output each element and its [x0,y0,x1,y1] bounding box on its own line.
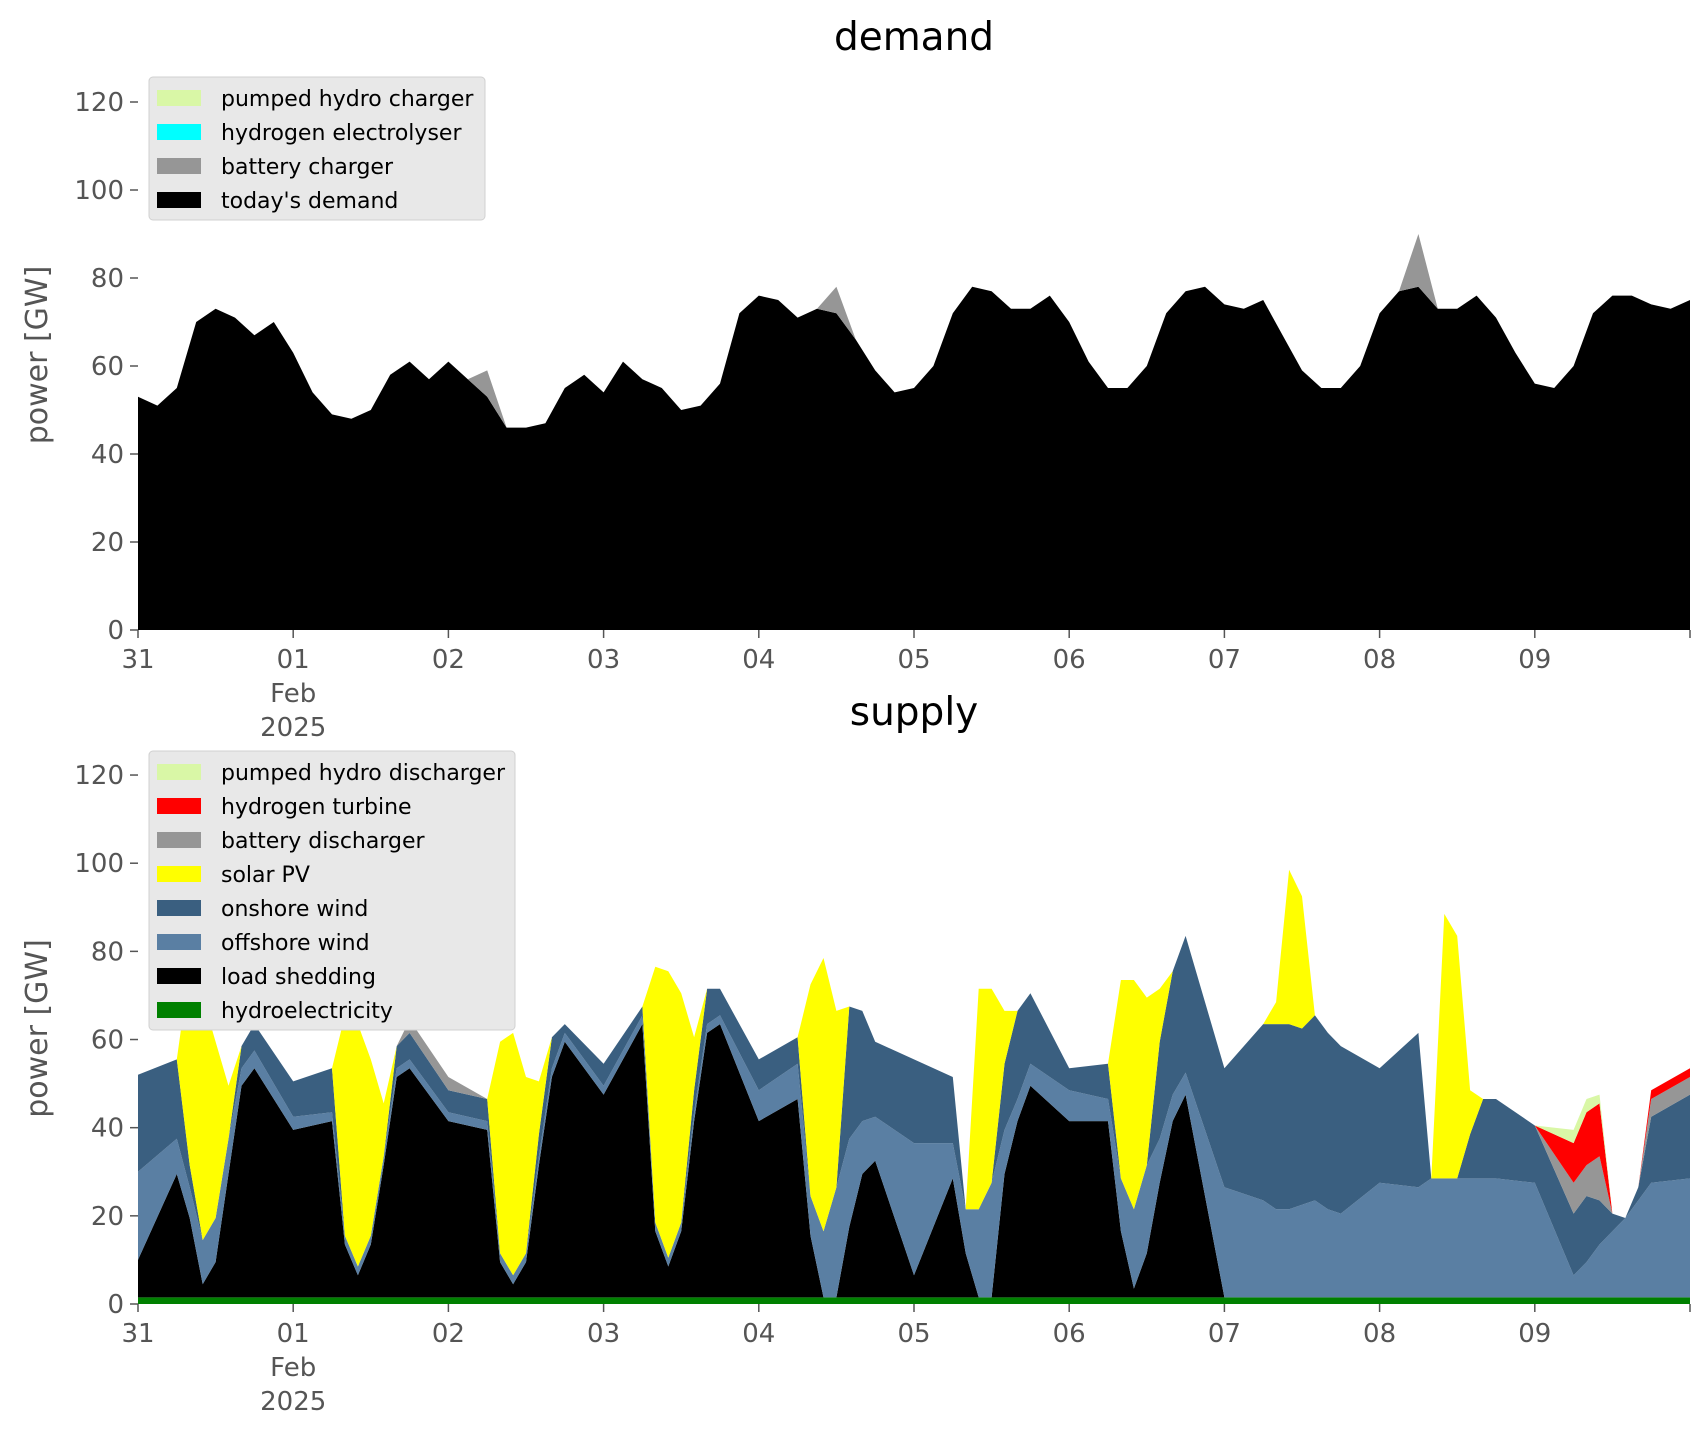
y-tick-label: 40 [91,440,124,470]
legend-label: pumped hydro charger [221,87,474,112]
area-offshore-wind [138,1015,1690,1298]
legend-label: load shedding [221,965,376,990]
y-tick-label: 20 [91,1202,124,1232]
x-tick-label: 31 [121,645,154,675]
area-load-shedding [138,1024,1690,1298]
y-tick-label: 100 [74,176,124,206]
legend-swatch [157,968,201,984]
x-tick-label: Feb [270,1353,316,1383]
legend-swatch [157,1002,201,1018]
x-tick-label: 2025 [260,1387,326,1417]
y-tick-label: 0 [107,616,124,646]
legend: pumped hydro charger hydrogen electrolyse… [148,76,486,221]
y-tick-label: 0 [107,1290,124,1320]
legend-swatch [157,934,201,950]
x-tick-label: 01 [277,1319,310,1349]
legend-swatch [157,90,201,106]
legend-swatch [157,900,201,916]
chart-title: supply [850,690,978,735]
area-hydroelectricity [138,1297,1690,1304]
legend-label: offshore wind [221,931,370,956]
legend-swatch [157,192,201,208]
x-tick-label: 07 [1208,1319,1241,1349]
y-axis-label: power [GW] [20,939,55,1118]
legend-box [148,76,486,221]
legend-label: hydrogen electrolyser [221,121,462,146]
x-tick-label: 06 [1053,1319,1086,1349]
legend-swatch [157,866,201,882]
legend-swatch [157,798,201,814]
chart-title: demand [834,15,994,60]
y-tick-label: 20 [91,528,124,558]
x-tick-label: 2025 [260,713,326,743]
y-tick-label: 80 [91,937,124,967]
x-tick-label: 04 [742,1319,775,1349]
x-tick-label: 04 [742,645,775,675]
y-tick-label: 60 [91,352,124,382]
legend-label: battery charger [221,155,394,180]
y-axis-label: power [GW] [20,266,55,445]
x-tick-label: 02 [432,645,465,675]
legend-label: hydrogen turbine [221,795,412,820]
x-tick-label: 01 [277,645,310,675]
area-onshore-wind [138,935,1690,1276]
y-tick-label: 40 [91,1114,124,1144]
y-tick-label: 60 [91,1026,124,1056]
area-solar-pv [138,869,1690,1276]
legend-label: today's demand [221,189,398,214]
x-tick-label: 09 [1518,645,1551,675]
x-tick-label: Feb [270,679,316,709]
x-tick-label: 09 [1518,1319,1551,1349]
x-tick-label: 03 [587,1319,620,1349]
legend-label: pumped hydro discharger [221,761,506,786]
x-tick-label: 08 [1363,1319,1396,1349]
x-tick-label: 31 [121,1319,154,1349]
y-tick-label: 100 [74,849,124,879]
x-tick-label: 05 [897,1319,930,1349]
y-tick-label: 120 [74,761,124,791]
legend-swatch [157,124,201,140]
x-tick-label: 02 [432,1319,465,1349]
y-tick-label: 80 [91,264,124,294]
area-today-s-demand [138,286,1690,630]
x-tick-label: 05 [897,645,930,675]
legend-swatch [157,832,201,848]
x-tick-label: 08 [1363,645,1396,675]
legend: pumped hydro discharger hydrogen turbine b… [148,750,516,1031]
y-tick-label: 120 [74,88,124,118]
legend-swatch [157,158,201,174]
legend-box [148,750,516,1031]
x-tick-label: 07 [1208,645,1241,675]
legend-label: onshore wind [221,897,368,922]
legend-label: hydroelectricity [221,999,393,1024]
x-tick-label: 06 [1053,645,1086,675]
legend-label: solar PV [221,863,310,888]
x-tick-label: 03 [587,645,620,675]
legend-swatch [157,764,201,780]
legend-label: battery discharger [221,829,426,854]
